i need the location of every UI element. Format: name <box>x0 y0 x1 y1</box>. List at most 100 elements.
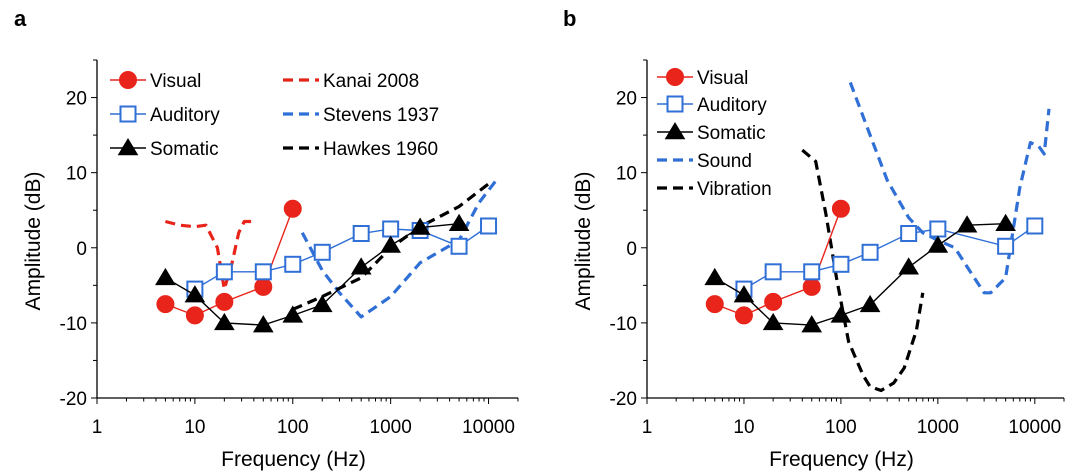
y-tick-label: 10 <box>616 164 637 185</box>
data-point-somatic <box>704 267 726 286</box>
data-point-auditory <box>215 263 233 281</box>
series-line-somatic <box>165 223 460 326</box>
y-tick-label: 20 <box>66 89 87 110</box>
legend-entry-visual: Visual <box>110 71 201 92</box>
x-tick-label: 1000 <box>917 417 959 438</box>
legend-entry-vibration: Vibration <box>657 179 772 200</box>
legend-entry-somatic: Somatic <box>657 122 766 144</box>
x-tick-label: 10 <box>733 417 754 438</box>
legend-label: Hawkes 1960 <box>323 139 438 160</box>
legend-entry-stevens-1937: Stevens 1937 <box>283 105 439 126</box>
legend-label: Vibration <box>697 179 772 200</box>
series-line-auditory <box>743 225 1036 290</box>
data-point-visual <box>802 277 821 296</box>
y-tick-label: 20 <box>616 89 637 110</box>
legend-label: Somatic <box>150 139 219 160</box>
legend-marker <box>666 68 684 86</box>
series-line-somatic <box>714 223 1006 326</box>
y-axis-title: Amplitude (dB) <box>572 172 595 311</box>
y-tick-label: -20 <box>60 389 87 410</box>
data-point-auditory <box>832 255 850 273</box>
data-point-visual <box>185 306 204 325</box>
series-line-stevens-1937 <box>300 179 498 319</box>
data-point-auditory <box>254 263 272 281</box>
x-tick-label: 10000 <box>1008 417 1061 438</box>
data-point-somatic <box>155 267 176 286</box>
legend-entry-auditory: Auditory <box>110 105 220 126</box>
x-tick-label: 1000 <box>370 417 412 438</box>
legend-label: Visual <box>697 68 748 89</box>
data-point-auditory <box>764 263 782 281</box>
legend-marker <box>119 105 137 123</box>
series-line-auditory <box>194 225 489 290</box>
legend-marker <box>666 95 684 113</box>
legend-entry-auditory: Auditory <box>657 95 767 116</box>
panel-letter: a <box>14 6 27 31</box>
data-point-auditory <box>803 263 821 281</box>
data-point-somatic <box>184 285 206 303</box>
chart-panel-b: b -20 -10 0 10 20 1 10 100 1000 10000 Frequency (Hz… <box>563 6 1065 471</box>
chart-panel-a: a -20 -10 0 10 20 1 10 100 1000 10000 Frequency (Hz… <box>14 6 519 471</box>
data-point-somatic <box>956 215 978 233</box>
data-point-visual <box>156 295 175 314</box>
data-point-visual <box>283 199 302 218</box>
data-point-auditory <box>900 225 918 243</box>
series-line-kanai-2008 <box>164 219 252 291</box>
legend-entry-kanai-2008: Kanai 2008 <box>283 71 419 92</box>
data-point-somatic <box>448 213 470 231</box>
data-point-somatic <box>380 235 401 253</box>
y-axis-title: Amplitude (dB) <box>22 172 45 311</box>
data-point-somatic <box>830 305 852 323</box>
legend-marker <box>119 71 137 89</box>
x-tick-label: 100 <box>825 417 857 438</box>
legend-label: Visual <box>150 71 201 92</box>
data-point-somatic <box>898 257 920 275</box>
data-point-visual <box>734 306 753 325</box>
data-point-somatic <box>733 285 755 303</box>
y-tick-label: 10 <box>66 164 87 185</box>
data-point-somatic <box>801 315 823 333</box>
data-point-auditory <box>861 243 879 261</box>
legend-marker <box>117 138 139 156</box>
data-point-visual <box>831 199 850 218</box>
x-tick-label: 1 <box>92 417 103 438</box>
data-point-somatic <box>859 294 881 313</box>
legend-label: Somatic <box>697 123 766 144</box>
data-point-somatic <box>311 294 333 313</box>
y-tick-label: 0 <box>626 239 637 260</box>
legend-entry-somatic: Somatic <box>110 138 219 160</box>
x-tick-label: 10 <box>184 417 205 438</box>
legend-label: Kanai 2008 <box>323 71 419 92</box>
data-point-somatic <box>350 257 372 275</box>
legend-marker <box>664 122 686 140</box>
x-axis-title: Frequency (Hz) <box>221 448 366 471</box>
data-point-visual <box>215 292 234 311</box>
data-point-auditory <box>450 237 468 255</box>
legend-label: Sound <box>697 151 752 172</box>
series-line-vibration <box>801 148 925 393</box>
data-point-somatic <box>214 312 235 331</box>
x-tick-label: 100 <box>277 417 309 438</box>
data-point-auditory <box>284 255 302 273</box>
legend-label: Stevens 1937 <box>323 105 439 126</box>
data-point-somatic <box>252 315 274 333</box>
y-tick-label: -20 <box>610 389 637 410</box>
legend-entry-hawkes-1960: Hawkes 1960 <box>283 139 438 160</box>
data-point-auditory <box>382 220 400 238</box>
x-axis-title: Frequency (Hz) <box>769 448 914 471</box>
data-point-auditory <box>313 243 331 261</box>
x-tick-label: 1 <box>642 417 653 438</box>
data-point-visual <box>764 292 783 311</box>
legend-label: Auditory <box>697 95 767 116</box>
y-tick-label: 0 <box>76 239 87 260</box>
data-point-somatic <box>282 305 304 323</box>
panel-letter: b <box>563 6 576 31</box>
data-point-somatic <box>409 217 431 235</box>
data-point-somatic <box>762 312 784 331</box>
data-point-visual <box>254 277 273 296</box>
data-point-auditory <box>1026 217 1044 235</box>
y-tick-label: -10 <box>60 314 87 335</box>
data-point-auditory <box>929 220 947 238</box>
legend-entry-sound: Sound <box>657 151 752 172</box>
data-point-auditory <box>352 225 370 243</box>
